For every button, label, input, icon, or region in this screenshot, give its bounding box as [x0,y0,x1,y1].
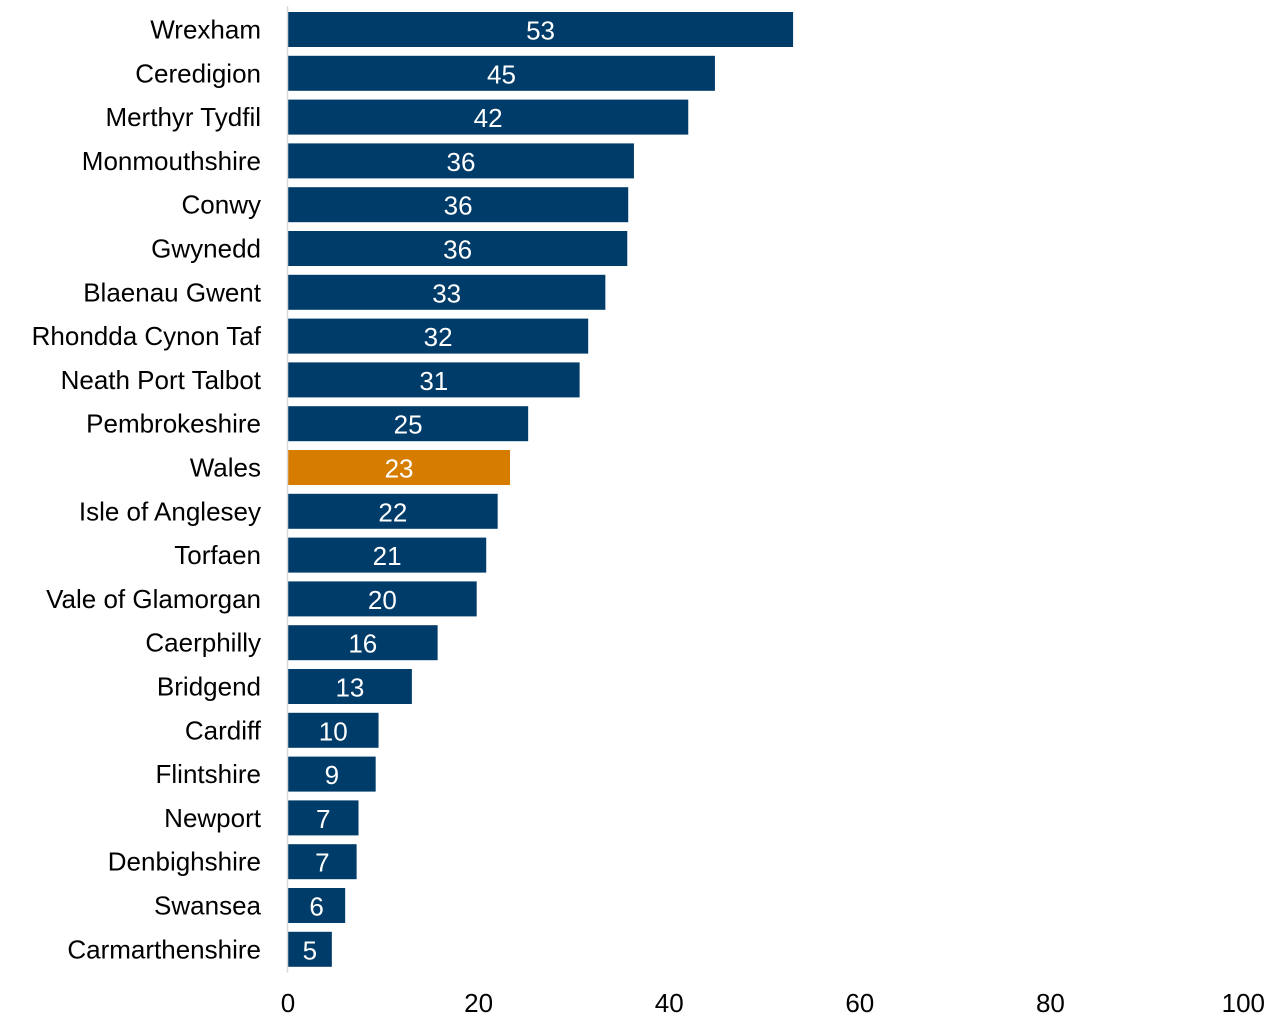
value-label-caerphilly: 16 [348,629,377,659]
value-label-monmouthshire: 36 [447,147,476,177]
x-tick-label-40: 40 [655,988,684,1018]
category-label-cardiff: Cardiff [185,715,262,745]
category-label-gwynedd: Gwynedd [151,234,261,264]
category-label-conwy: Conwy [182,190,261,220]
category-label-rhondda-cynon-taf: Rhondda Cynon Taf [32,321,262,351]
value-label-pembrokeshire: 25 [394,410,423,440]
category-label-flintshire: Flintshire [156,759,261,789]
category-label-monmouthshire: Monmouthshire [82,146,261,176]
bar-ceredigion [288,55,715,91]
bar-blaenau-gwent [288,274,606,310]
bar-newport [288,800,359,836]
bar-monmouthshire [288,143,634,179]
category-label-pembrokeshire: Pembrokeshire [86,409,261,439]
value-label-flintshire: 9 [325,760,339,790]
value-label-merthyr-tydfil: 42 [474,103,503,133]
bar-neath-port-talbot [288,362,580,398]
bar-rhondda-cynon-taf [288,318,589,354]
category-label-denbighshire: Denbighshire [108,847,261,877]
x-tick-label-0: 0 [281,988,295,1018]
value-label-ceredigion: 45 [487,59,516,89]
category-label-isle-of-anglesey: Isle of Anglesey [79,496,261,526]
bar-conwy [288,187,629,223]
category-label-caerphilly: Caerphilly [145,628,261,658]
value-label-wrexham: 53 [526,16,555,46]
category-label-torfaen: Torfaen [174,540,261,570]
category-label-ceredigion: Ceredigion [135,58,261,88]
category-label-vale-of-glamorgan: Vale of Glamorgan [46,584,261,614]
bar-caerphilly [288,625,438,661]
value-label-conwy: 36 [444,191,473,221]
value-label-wales: 23 [385,454,414,484]
bar-flintshire [288,756,376,792]
value-label-neath-port-talbot: 31 [419,366,448,396]
value-label-swansea: 6 [309,892,323,922]
value-label-cardiff: 10 [319,716,348,746]
value-label-denbighshire: 7 [315,848,329,878]
bar-merthyr-tydfil [288,99,689,135]
x-tick-label-20: 20 [464,988,493,1018]
bar-wrexham [288,12,794,47]
bars-group: Wrexham 53 Ceredigion 45 Merthyr Tydfil 42 Mon… [32,12,794,967]
value-label-bridgend: 13 [335,673,364,703]
value-label-blaenau-gwent: 33 [432,278,461,308]
bar-bridgend [288,669,412,704]
category-label-neath-port-talbot: Neath Port Talbot [61,365,262,395]
value-label-isle-of-anglesey: 22 [378,497,407,527]
x-axis-ticks: 0 20 40 60 80 100 [281,988,1265,1018]
value-label-gwynedd: 36 [443,235,472,265]
value-label-rhondda-cynon-taf: 32 [424,322,453,352]
category-label-wales: Wales [190,453,261,483]
value-label-carmarthenshire: 5 [303,935,317,965]
bar-swansea [288,888,346,923]
value-label-vale-of-glamorgan: 20 [368,585,397,615]
bar-denbighshire [288,844,357,880]
bar-gwynedd [288,231,628,266]
bar-isle-of-anglesey [288,493,498,529]
x-tick-label-100: 100 [1222,988,1265,1018]
bar-pembrokeshire [288,406,529,442]
category-label-bridgend: Bridgend [157,672,261,702]
category-label-newport: Newport [164,803,262,833]
bar-torfaen [288,537,487,573]
category-label-swansea: Swansea [154,891,261,921]
category-label-merthyr-tydfil: Merthyr Tydfil [105,102,261,132]
bar-carmarthenshire [288,931,332,967]
x-tick-label-60: 60 [845,988,874,1018]
value-label-torfaen: 21 [373,541,402,571]
bar-wales [288,450,511,485]
category-label-blaenau-gwent: Blaenau Gwent [83,277,262,307]
bar-cardiff [288,712,379,748]
category-label-wrexham: Wrexham [150,15,261,45]
x-tick-label-80: 80 [1036,988,1065,1018]
bar-vale-of-glamorgan [288,581,477,617]
category-label-carmarthenshire: Carmarthenshire [67,934,261,964]
value-label-newport: 7 [316,804,330,834]
